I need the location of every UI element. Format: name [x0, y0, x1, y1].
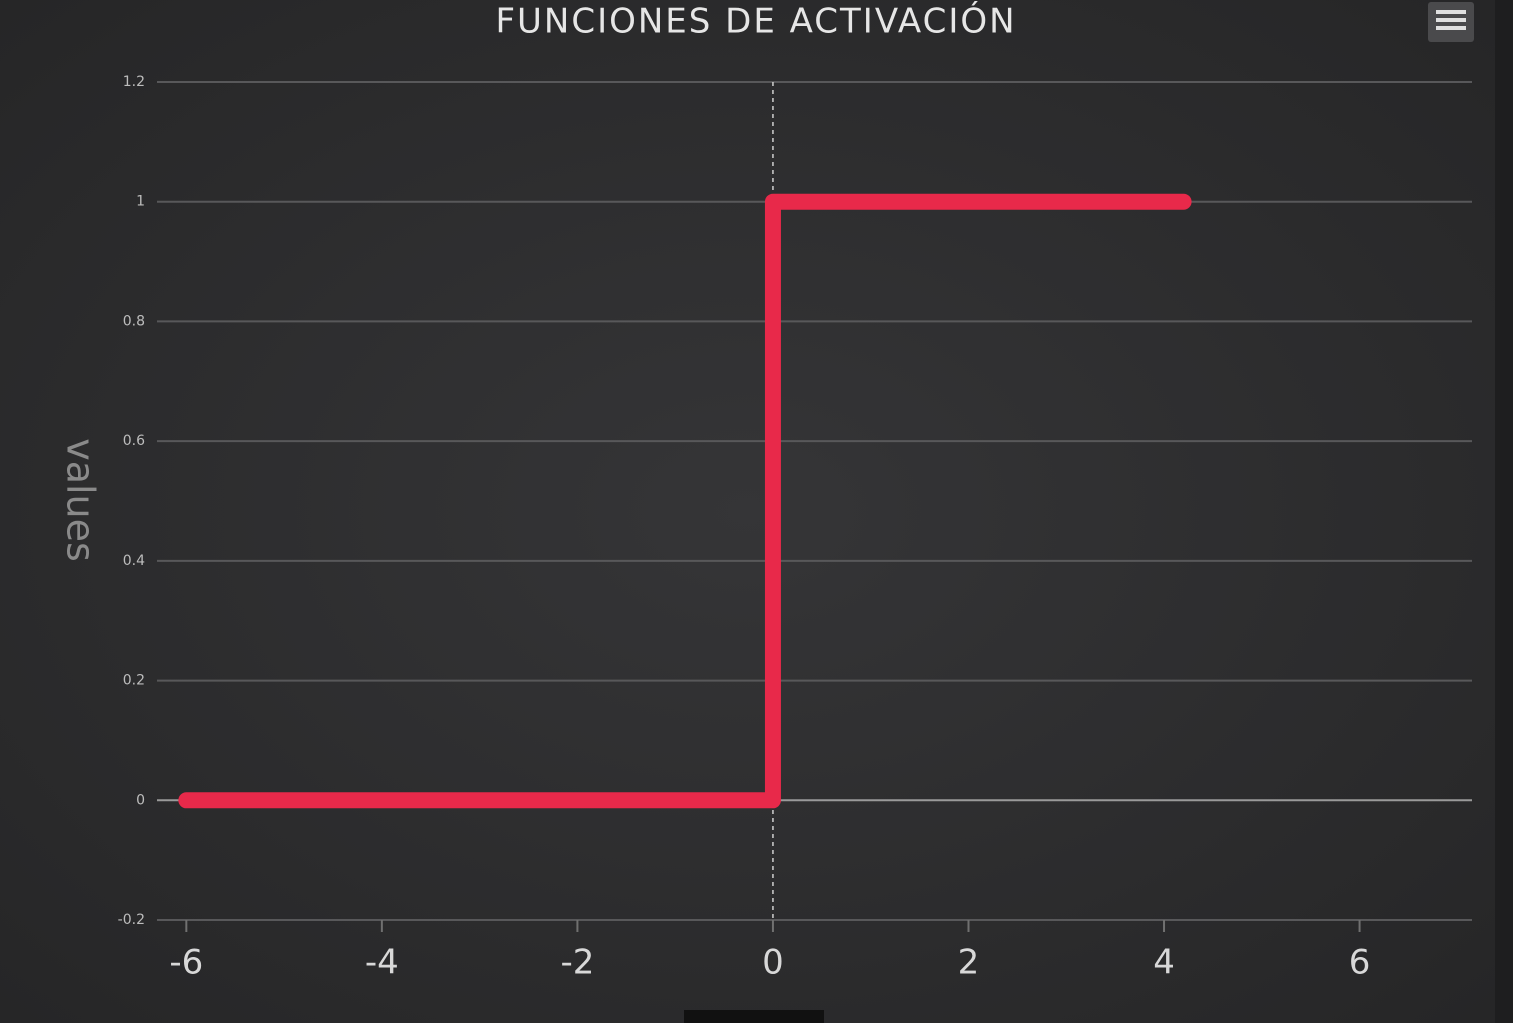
menu-button[interactable]	[1428, 2, 1474, 42]
legend-box[interactable]	[684, 1010, 824, 1023]
y-tick-label: 0.2	[123, 673, 145, 689]
x-tick-label: -2	[560, 943, 594, 983]
y-tick-label: 0.6	[123, 433, 145, 449]
y-tick-label: 0.4	[123, 553, 145, 569]
x-tick-label: 2	[958, 943, 980, 983]
y-tick-label: 1	[136, 194, 145, 210]
y-tick-label: 0.8	[123, 313, 145, 329]
x-tick-label: 4	[1153, 943, 1175, 983]
x-tick-label: -6	[169, 943, 203, 983]
y-tick-label: 0	[136, 792, 145, 808]
chart-title: FUNCIONES DE ACTIVACIÓN	[495, 1, 1016, 42]
y-axis-title: values	[59, 438, 103, 562]
x-tick-label: -4	[365, 943, 399, 983]
x-tick-label: 6	[1349, 943, 1371, 983]
x-tick-label: 0	[762, 943, 784, 983]
y-tick-label: -0.2	[118, 912, 145, 928]
y-tick-label: 1.2	[123, 74, 145, 90]
series-line	[178, 193, 1192, 809]
